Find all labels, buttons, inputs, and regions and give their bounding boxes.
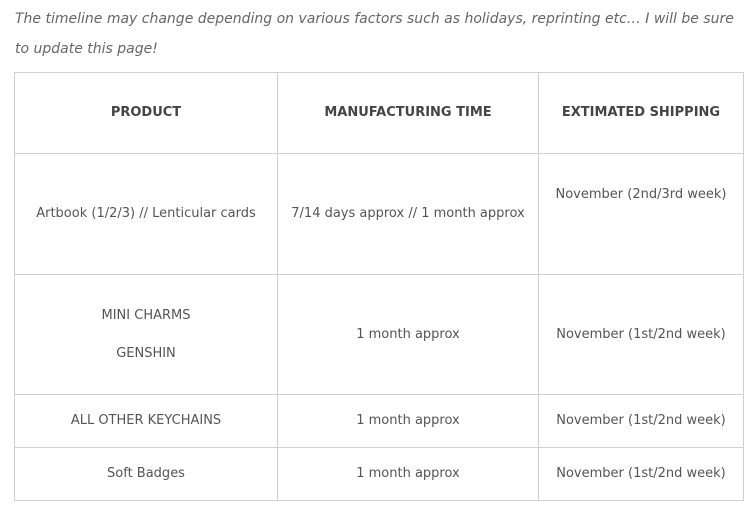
header-estimated-shipping: EXTIMATED SHIPPING [538, 72, 744, 154]
table-row: Artbook (1/2/3) // Lenticular cards 7/14… [14, 153, 744, 275]
table-row: MINI CHARMS GENSHIN 1 month approx Novem… [14, 274, 744, 395]
shipping-cell: November (1st/2nd week) [538, 274, 744, 395]
manufacturing-cell: 1 month approx [277, 394, 539, 448]
shipping-timeline-table: PRODUCT MANUFACTURING TIME EXTIMATED SHI… [14, 72, 744, 501]
product-cell: ALL OTHER KEYCHAINS [14, 394, 278, 448]
manufacturing-cell: 1 month approx [277, 447, 539, 501]
product-line: GENSHIN [116, 345, 176, 361]
shipping-cell: November (1st/2nd week) [538, 394, 744, 448]
header-manufacturing-time: MANUFACTURING TIME [277, 72, 539, 154]
table-row: Soft Badges 1 month approx November (1st… [14, 447, 744, 501]
header-product: PRODUCT [14, 72, 278, 154]
table-row: ALL OTHER KEYCHAINS 1 month approx Novem… [14, 394, 744, 448]
shipping-cell: November (1st/2nd week) [538, 447, 744, 501]
manufacturing-cell: 7/14 days approx // 1 month approx [277, 153, 539, 275]
product-line: MINI CHARMS [101, 307, 191, 323]
table-header-row: PRODUCT MANUFACTURING TIME EXTIMATED SHI… [14, 72, 744, 154]
product-cell: MINI CHARMS GENSHIN [14, 274, 278, 395]
product-cell: Artbook (1/2/3) // Lenticular cards [14, 153, 278, 275]
intro-text: The timeline may change depending on var… [15, 11, 734, 57]
product-cell: Soft Badges [14, 447, 278, 501]
manufacturing-cell: 1 month approx [277, 274, 539, 395]
shipping-cell: November (2nd/3rd week) [538, 153, 744, 275]
